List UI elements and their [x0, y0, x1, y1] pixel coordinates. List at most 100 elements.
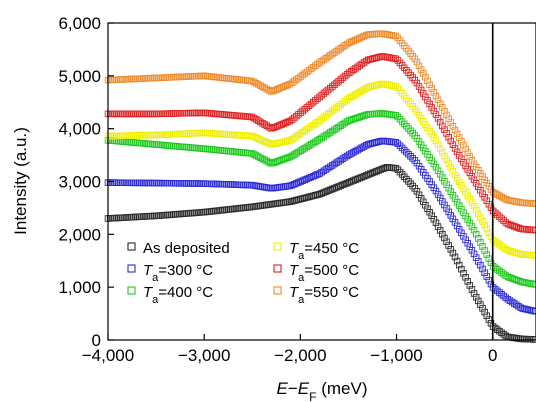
- data-point: [119, 110, 127, 118]
- data-point: [246, 181, 254, 189]
- data-point: [155, 131, 163, 139]
- data-point: [144, 179, 152, 187]
- data-point: [235, 131, 243, 139]
- data-point: [263, 157, 270, 165]
- data-point: [204, 180, 211, 187]
- data-point: [527, 251, 535, 259]
- data-point: [375, 110, 383, 117]
- data-point: [111, 214, 118, 222]
- data-point: [197, 129, 205, 137]
- data-point: [288, 197, 296, 205]
- data-point: [365, 84, 372, 91]
- y-tick-label: 2,000: [58, 225, 101, 244]
- data-point: [172, 130, 179, 138]
- data-point: [447, 119, 455, 126]
- data-point: [475, 183, 482, 191]
- data-point: [242, 113, 249, 120]
- data-point: [523, 226, 531, 233]
- data-point: [185, 73, 192, 80]
- data-point: [113, 179, 120, 186]
- data-point: [132, 110, 139, 118]
- data-point: [515, 277, 522, 285]
- data-point: [312, 192, 319, 199]
- data-point: [231, 112, 239, 119]
- data-point: [350, 37, 357, 45]
- data-point: [123, 110, 131, 118]
- data-point: [430, 107, 438, 115]
- data-point: [271, 140, 279, 147]
- data-point: [527, 307, 535, 314]
- x-axis-ticks: −4,000 −3,000 −2,000 −1,000 0: [82, 334, 497, 365]
- data-point: [147, 179, 154, 187]
- data-point: [305, 193, 313, 201]
- data-point: [398, 144, 406, 152]
- data-point: [149, 131, 156, 139]
- data-point: [523, 335, 531, 343]
- data-point: [161, 110, 169, 117]
- data-point: [511, 275, 518, 283]
- data-point: [265, 140, 273, 147]
- y-tick-label: 1,000: [58, 278, 101, 297]
- data-point: [128, 139, 135, 146]
- data-point: [487, 319, 495, 327]
- data-point: [348, 150, 355, 157]
- data-point: [358, 33, 366, 41]
- data-point: [409, 155, 416, 162]
- data-point: [276, 85, 283, 92]
- data-point: [261, 84, 268, 92]
- data-point: [403, 148, 410, 156]
- data-point: [460, 233, 467, 240]
- data-point: [392, 164, 400, 172]
- data-point: [149, 212, 156, 220]
- data-point: [502, 332, 510, 340]
- data-point: [468, 157, 476, 164]
- data-point: [447, 212, 455, 219]
- data-point: [420, 198, 427, 206]
- data-point: [322, 88, 330, 95]
- data-point: [229, 181, 237, 188]
- data-point: [111, 110, 118, 118]
- data-point: [318, 190, 325, 197]
- data-point: [130, 179, 137, 187]
- data-point: [365, 171, 372, 178]
- data-point: [400, 173, 408, 180]
- data-point: [132, 75, 139, 83]
- data-point: [362, 57, 370, 65]
- data-point: [223, 131, 230, 138]
- legend-marker: [127, 286, 136, 295]
- data-point: [506, 274, 514, 281]
- data-point: [339, 99, 347, 107]
- data-point: [176, 130, 184, 138]
- data-point: [151, 74, 158, 82]
- x-tick-label: −4,000: [82, 346, 134, 365]
- data-point: [322, 188, 330, 195]
- data-point: [299, 107, 306, 115]
- data-point: [166, 74, 173, 81]
- y-axis-label: Intensity (a.u.): [11, 127, 30, 235]
- data-point: [377, 110, 385, 117]
- data-point: [111, 179, 118, 186]
- data-point: [163, 211, 171, 219]
- data-point: [125, 138, 133, 146]
- data-point: [373, 30, 380, 38]
- data-point: [475, 210, 482, 218]
- data-point: [125, 110, 133, 118]
- data-point: [187, 130, 194, 137]
- data-point: [210, 110, 218, 117]
- data-point: [320, 114, 328, 121]
- data-point: [314, 95, 321, 102]
- data-point: [108, 179, 116, 186]
- data-point: [413, 188, 421, 195]
- data-point: [515, 250, 522, 257]
- data-point: [513, 276, 520, 284]
- data-point: [299, 177, 306, 184]
- y-tick-label: 6,000: [58, 14, 101, 33]
- data-point: [449, 123, 457, 130]
- data-point: [345, 39, 353, 46]
- data-point: [373, 54, 380, 61]
- data-point: [449, 141, 457, 149]
- data-point: [295, 111, 302, 118]
- data-point: [367, 170, 374, 177]
- data-point: [163, 142, 171, 149]
- data-point: [140, 179, 148, 187]
